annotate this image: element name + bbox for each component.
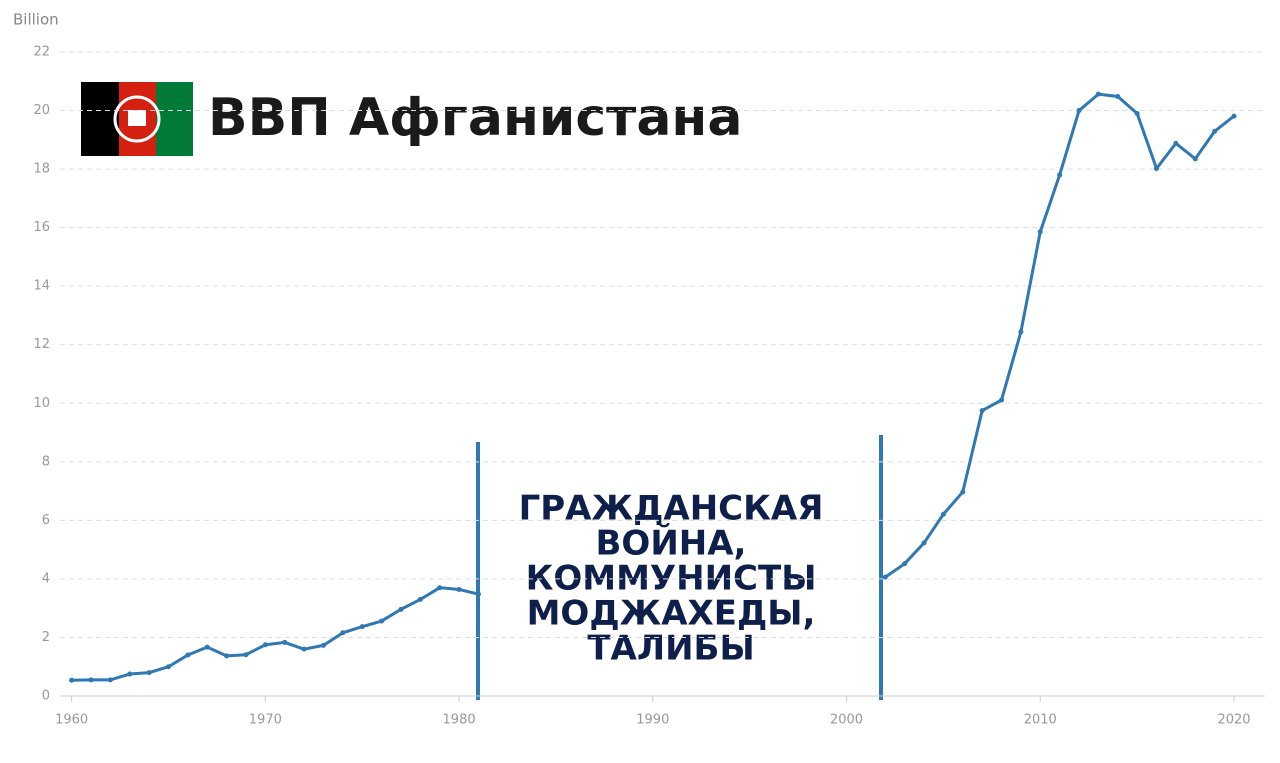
point (1134, 110, 1140, 116)
x-tick-label: 2000 (830, 713, 863, 728)
flag (81, 82, 193, 156)
point (204, 644, 210, 650)
point (979, 408, 985, 414)
chart-title: ВВП Афганистана (208, 88, 742, 148)
point (417, 596, 423, 602)
point (1018, 329, 1024, 335)
point (243, 652, 249, 658)
point (999, 397, 1005, 403)
y-tick-label: 2 (42, 630, 50, 645)
annotation-line: ГРАЖДАНСКАЯ (519, 489, 824, 529)
point (475, 591, 481, 597)
point (960, 489, 966, 495)
annotation-line: МОДЖАХЕДЫ, (527, 594, 816, 634)
point (1192, 156, 1198, 162)
y-tick-label: 14 (33, 279, 50, 294)
point (282, 639, 288, 645)
y-tick-label: 0 (42, 689, 50, 704)
point (456, 586, 462, 592)
y-tick-label: 4 (42, 571, 50, 586)
point (1212, 128, 1218, 134)
point (940, 511, 946, 517)
point (107, 677, 113, 683)
point (301, 646, 307, 652)
y-tick-label: 8 (42, 454, 50, 469)
point (1037, 229, 1043, 235)
point (882, 574, 888, 580)
y-tick-label: 6 (42, 513, 50, 528)
point (320, 642, 326, 648)
point (398, 606, 404, 612)
point (224, 653, 230, 659)
y-tick-label: 20 (33, 103, 50, 118)
x-tick-label: 1960 (55, 713, 88, 728)
y-axis-label: Billion (13, 11, 59, 29)
point (1231, 113, 1237, 119)
point (340, 630, 346, 636)
point (437, 585, 443, 591)
x-tick-label: 1970 (249, 713, 282, 728)
point (1095, 91, 1101, 97)
x-tick-label: 2020 (1217, 713, 1250, 728)
y-tick-label: 18 (33, 162, 50, 177)
annotation-line: ТАЛИБЫ (587, 629, 754, 669)
point (1057, 172, 1063, 178)
point (88, 677, 94, 683)
point (359, 624, 365, 630)
x-tick-label: 1990 (636, 713, 669, 728)
annotation-line: ВОЙНА, (596, 523, 747, 564)
point (185, 652, 191, 658)
point (127, 671, 133, 677)
y-tick-label: 22 (33, 45, 50, 60)
point (1154, 166, 1160, 172)
y-tick-label: 12 (33, 337, 50, 352)
x-tick-label: 2010 (1024, 713, 1057, 728)
point (1115, 93, 1121, 99)
point (146, 670, 152, 676)
point (1076, 108, 1082, 114)
y-tick-label: 16 (33, 220, 50, 235)
point (165, 664, 171, 670)
point (921, 540, 927, 546)
y-tick-label: 10 (33, 396, 50, 411)
point (902, 561, 908, 567)
point (69, 677, 75, 683)
point (262, 642, 268, 648)
x-tick-label: 1980 (443, 713, 476, 728)
point (379, 618, 385, 624)
point (1173, 140, 1179, 146)
